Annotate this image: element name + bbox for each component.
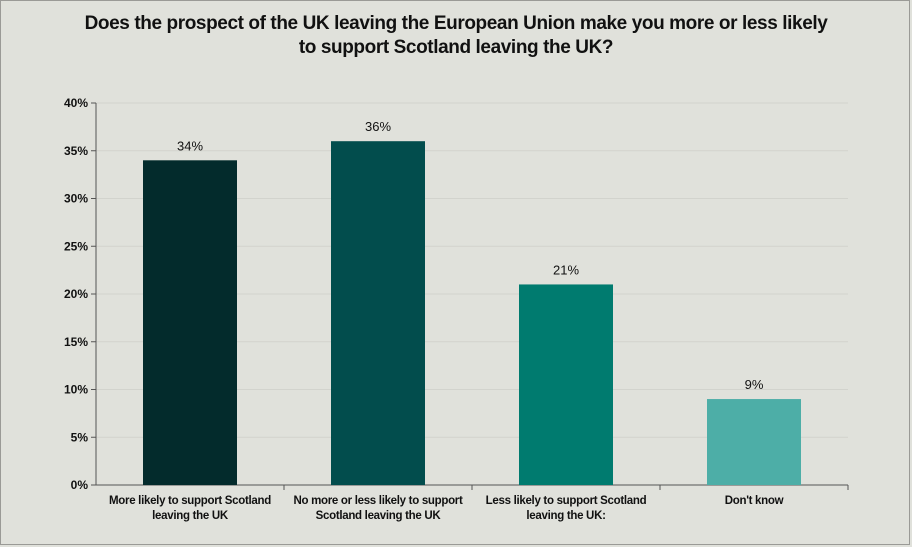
data-label: 36% xyxy=(365,119,391,134)
bar xyxy=(143,160,237,486)
x-category-label: Less likely to support Scotland leaving t… xyxy=(486,495,647,522)
bar xyxy=(519,284,613,485)
y-tick-label: 35% xyxy=(64,144,88,158)
y-tick-label: 0% xyxy=(71,478,89,492)
chart-title: Does the prospect of the UK leaving the … xyxy=(0,12,912,60)
data-label: 34% xyxy=(177,138,203,153)
y-tick-label: 10% xyxy=(64,383,88,397)
y-tick-label: 40% xyxy=(64,96,88,110)
bar xyxy=(707,399,801,485)
bar xyxy=(331,141,425,485)
x-category-label: More likely to support Scotland leaving t… xyxy=(109,495,271,522)
chart-title-line-2: to support Scotland leaving the UK? xyxy=(298,37,614,58)
y-tick-label: 30% xyxy=(64,192,88,206)
y-tick-label: 20% xyxy=(64,287,88,301)
x-category-label: No more or less likely to support Scotlan… xyxy=(293,495,463,522)
y-tick-label: 5% xyxy=(71,430,89,444)
y-tick-label: 15% xyxy=(64,335,88,349)
y-tick-label: 25% xyxy=(64,239,88,253)
data-label: 9% xyxy=(745,377,764,392)
chart-title-line-1: Does the prospect of the UK leaving the … xyxy=(84,13,828,34)
x-category-label: Don't know xyxy=(725,495,784,507)
data-label: 21% xyxy=(553,262,579,277)
